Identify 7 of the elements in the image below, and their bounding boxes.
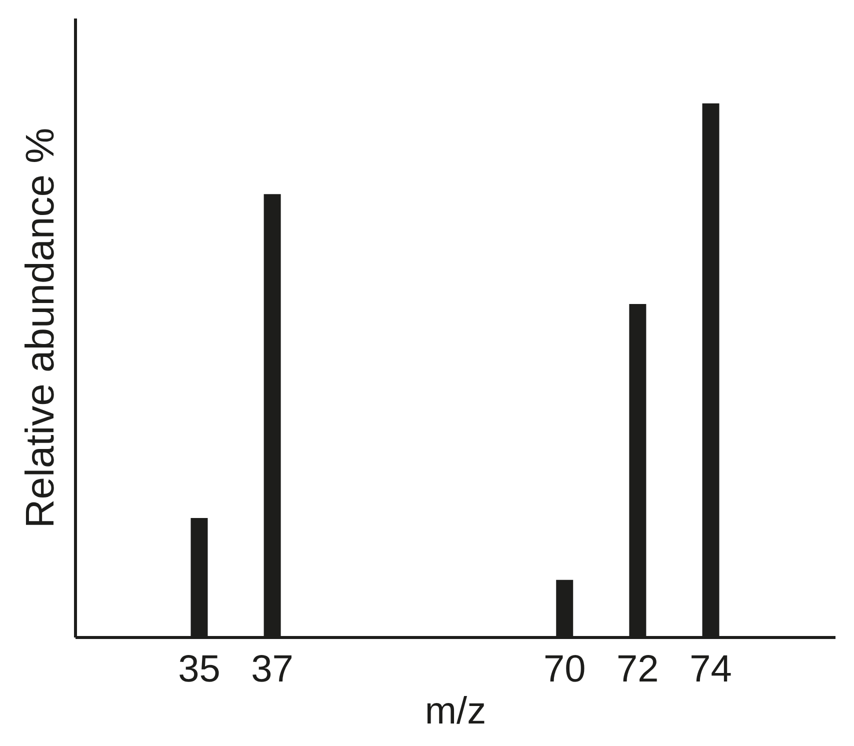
x-tick-label: 70 — [543, 648, 586, 690]
x-tick-label: 72 — [616, 648, 659, 690]
x-tick-label: 74 — [690, 648, 732, 690]
x-tick-label: 37 — [251, 648, 294, 690]
x-axis-title: m/z — [424, 690, 486, 732]
y-axis-title: Relative abundance % — [18, 128, 62, 528]
x-tick-label: 35 — [178, 648, 220, 690]
